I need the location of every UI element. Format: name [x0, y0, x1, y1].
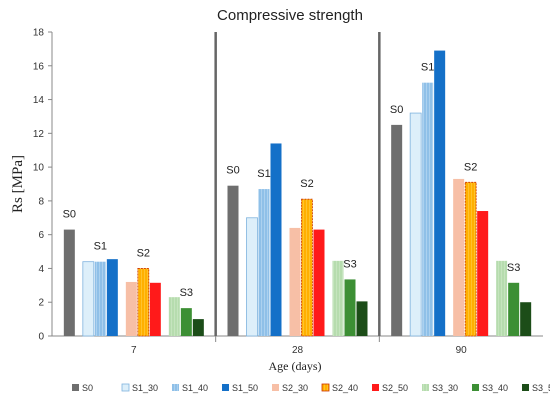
legend-label: S2_50: [382, 383, 408, 393]
legend-label: S2_40: [332, 383, 358, 393]
bar-s0: [63, 229, 75, 336]
x-category-label: 28: [292, 345, 304, 356]
group-label-s2: S2: [300, 178, 313, 190]
bar-s2-50: [477, 211, 489, 336]
bar-s1-30: [409, 112, 422, 337]
x-category-label: 90: [456, 345, 468, 356]
legend: S0 S1_30 S1_40 S1_50 S2_30 S2_40 S2_50 S3_30 S3_…: [72, 383, 550, 393]
legend-swatch: [172, 384, 179, 391]
legend-label: S1_50: [232, 383, 258, 393]
legend-swatch: [321, 383, 330, 392]
bar-s3-50: [356, 301, 368, 336]
bar-s2-40: [464, 181, 477, 337]
bar-s0: [391, 124, 403, 336]
y-tick-label: 12: [33, 129, 45, 140]
plot-area: 0 2 4 6 8 10 12 14 16 18 7 S0 S1 S2 S3 28 S0 S1 S2 S3 90 S0 S1…: [33, 28, 543, 356]
y-tick-label: 8: [38, 196, 44, 207]
legend-swatch: [422, 384, 429, 391]
bar-s3-30: [496, 260, 508, 336]
bar-s2-30: [453, 178, 465, 336]
group-label-s3: S3: [180, 287, 193, 299]
x-axis-label: Age (days): [269, 359, 322, 373]
y-tick-label: 18: [33, 28, 45, 39]
bar-s3-40: [344, 279, 356, 336]
bar-s2-30: [289, 227, 301, 336]
group-label-s0: S0: [390, 104, 403, 116]
legend-swatch: [121, 383, 130, 392]
group-label-s2: S2: [137, 247, 150, 259]
y-tick-label: 0: [38, 332, 44, 343]
bar-s3-30: [332, 260, 344, 336]
bar-s3-30: [168, 297, 180, 336]
legend-label: S1_30: [132, 383, 158, 393]
bar-s2-40: [137, 268, 150, 337]
bar-s1-50: [434, 50, 446, 336]
y-axis-label: Rs [MPa]: [10, 155, 26, 213]
legend-swatch: [222, 384, 229, 391]
bar-s2-50: [149, 282, 161, 336]
bar-s1-40: [258, 189, 270, 336]
y-tick-label: 6: [38, 230, 44, 241]
bar-s3-40: [180, 308, 192, 336]
legend-swatch: [272, 384, 279, 391]
bar-s0: [227, 185, 239, 336]
group-label-s1: S1: [94, 241, 107, 253]
legend-label: S3_40: [482, 383, 508, 393]
bar-s1-40: [422, 82, 434, 337]
bar-s2-50: [313, 229, 325, 336]
y-tick-label: 16: [33, 61, 45, 72]
group-label-s1: S1: [421, 62, 434, 74]
group-label-s3: S3: [343, 258, 356, 270]
legend-label: S2_30: [282, 383, 308, 393]
y-tick-label: 14: [33, 95, 45, 106]
bar-s1-30: [82, 261, 95, 337]
group-label-s2: S2: [464, 161, 477, 173]
legend-label: S0: [82, 383, 93, 393]
group-label-s0: S0: [226, 165, 239, 177]
bar-s2-40: [301, 198, 313, 337]
bar-s3-50: [520, 302, 532, 336]
bar-s3-50: [192, 319, 204, 336]
y-tick-label: 4: [38, 264, 44, 275]
legend-swatch: [72, 384, 79, 391]
bar-s1-50: [270, 143, 282, 336]
group-label-s3: S3: [507, 262, 520, 274]
legend-swatch: [372, 384, 379, 391]
chart-title: Compressive strength: [217, 7, 363, 24]
legend-swatch: [522, 384, 529, 391]
y-tick-label: 10: [33, 163, 45, 174]
y-tick-label: 2: [38, 298, 44, 309]
group-label-s0: S0: [63, 209, 76, 221]
x-category-label: 7: [131, 345, 137, 356]
legend-label: S1_40: [182, 383, 208, 393]
bar-s1-50: [106, 259, 118, 336]
legend-swatch: [472, 384, 479, 391]
legend-label: S3_50: [532, 383, 550, 393]
group-label-s1: S1: [257, 168, 270, 180]
legend-label: S3_30: [432, 383, 458, 393]
bar-s2-30: [125, 281, 137, 336]
bar-s1-30: [246, 217, 258, 337]
bar-s3-40: [508, 282, 520, 336]
bar-s1-40: [94, 261, 106, 336]
